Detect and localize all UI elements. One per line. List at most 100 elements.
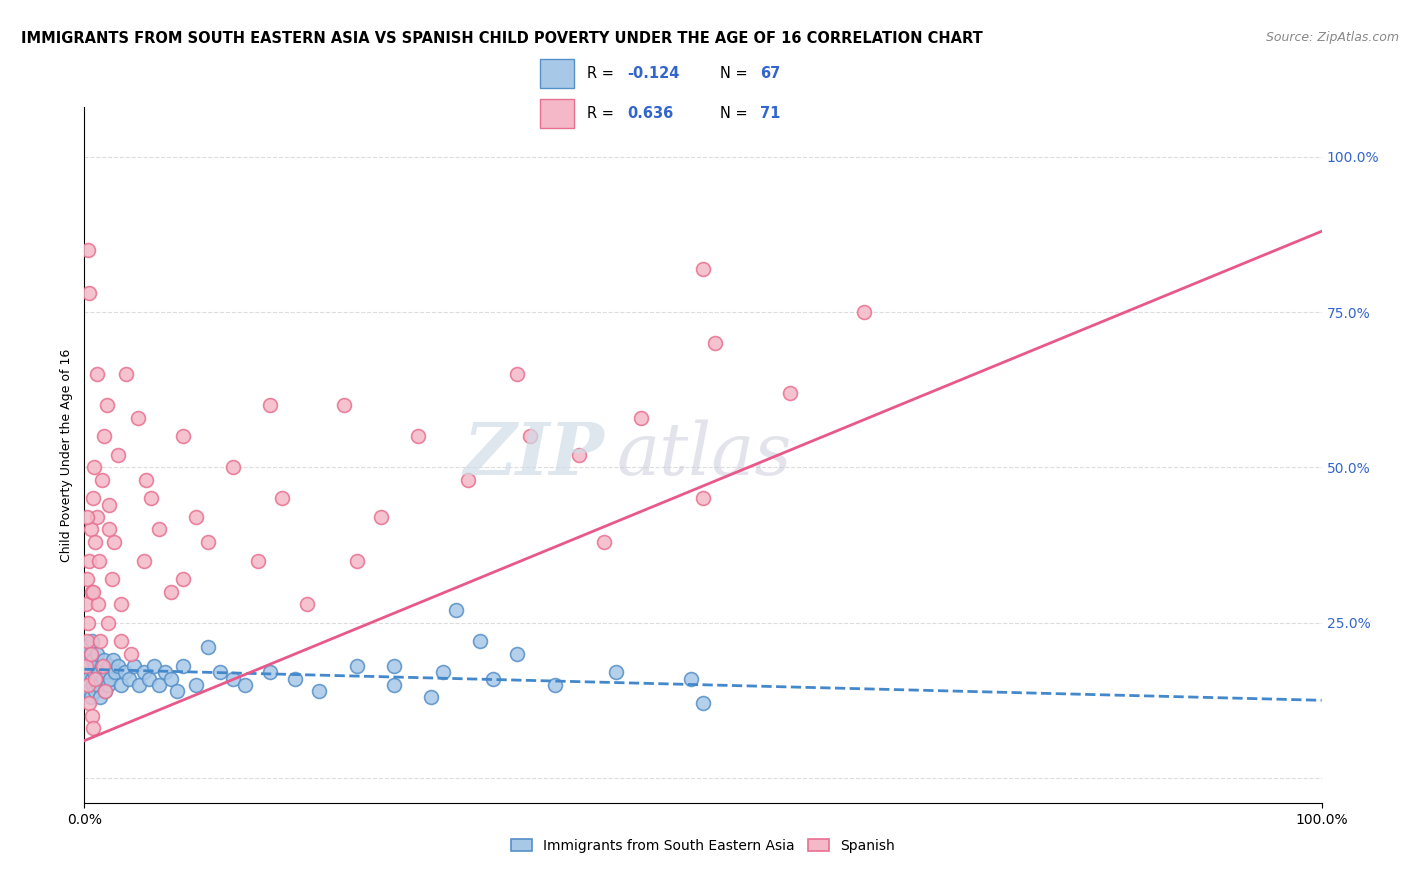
Point [84, 534, 107, 549]
Text: Source: ZipAtlas.com: Source: ZipAtlas.com [1265, 31, 1399, 45]
Point [89, 634, 111, 648]
Point [141, 491, 163, 506]
Point [132, 553, 155, 567]
Point [506, 647, 529, 661]
Point [197, 534, 219, 549]
Text: ZIP: ZIP [463, 419, 605, 491]
Point [79, 697, 101, 711]
Point [605, 665, 627, 680]
Point [444, 603, 467, 617]
Point [197, 640, 219, 655]
Point [100, 572, 122, 586]
Text: 67: 67 [761, 66, 780, 80]
Point [96, 665, 118, 680]
Point [142, 659, 165, 673]
Point [122, 659, 145, 673]
Point [128, 678, 150, 692]
Point [86, 510, 108, 524]
Point [79, 523, 101, 537]
Point [79, 659, 101, 673]
Point [76, 678, 98, 692]
Point [93, 429, 115, 443]
Point [97, 615, 120, 630]
Point [98, 672, 121, 686]
Point [543, 678, 565, 692]
Point [94, 684, 117, 698]
Point [83, 460, 105, 475]
Point [77, 672, 100, 686]
Point [295, 597, 318, 611]
Point [76, 510, 98, 524]
Point [87, 678, 110, 692]
Point [115, 367, 138, 381]
Point [98, 498, 121, 512]
Point [284, 672, 307, 686]
Point [704, 336, 727, 351]
Point [90, 659, 112, 673]
Point [271, 491, 294, 506]
Point [692, 697, 714, 711]
Point [79, 684, 101, 698]
Point [79, 553, 101, 567]
Point [80, 584, 103, 599]
Point [76, 634, 98, 648]
Point [160, 672, 183, 686]
Point [76, 572, 98, 586]
Point [80, 708, 103, 723]
Point [84, 672, 107, 686]
Point [83, 665, 105, 680]
Point [93, 653, 115, 667]
Point [80, 634, 103, 648]
Point [222, 672, 245, 686]
Point [259, 398, 281, 412]
Point [432, 665, 454, 680]
Point [107, 448, 129, 462]
Point [82, 491, 104, 506]
Point [79, 647, 101, 661]
Point [153, 665, 176, 680]
Point [80, 672, 103, 686]
Point [457, 473, 479, 487]
Text: IMMIGRANTS FROM SOUTH EASTERN ASIA VS SPANISH CHILD POVERTY UNDER THE AGE OF 16 : IMMIGRANTS FROM SOUTH EASTERN ASIA VS SP… [21, 31, 983, 46]
FancyBboxPatch shape [540, 59, 575, 88]
Point [91, 672, 114, 686]
Point [138, 672, 160, 686]
Point [172, 659, 194, 673]
Point [79, 647, 101, 661]
Point [89, 553, 111, 567]
Text: 71: 71 [761, 106, 780, 120]
Point [86, 367, 108, 381]
Point [79, 690, 101, 705]
Point [86, 672, 108, 686]
Point [91, 659, 114, 673]
Point [89, 665, 111, 680]
Point [75, 665, 97, 680]
Point [779, 385, 801, 400]
Text: 0.636: 0.636 [627, 106, 673, 120]
Point [172, 572, 194, 586]
Point [233, 678, 256, 692]
Point [346, 659, 368, 673]
Point [77, 615, 100, 630]
Point [114, 665, 136, 680]
Text: R =: R = [586, 66, 619, 80]
Point [692, 261, 714, 276]
Point [84, 659, 107, 673]
Point [75, 647, 97, 661]
Point [120, 647, 142, 661]
Point [87, 597, 110, 611]
Point [382, 678, 405, 692]
Point [184, 678, 207, 692]
Point [77, 678, 100, 692]
Point [127, 410, 149, 425]
Point [470, 634, 492, 648]
Point [82, 653, 104, 667]
Point [506, 367, 529, 381]
Point [118, 672, 141, 686]
FancyBboxPatch shape [540, 99, 575, 128]
Point [333, 398, 356, 412]
Point [382, 659, 405, 673]
Point [75, 659, 97, 673]
Point [184, 510, 207, 524]
Point [110, 678, 132, 692]
